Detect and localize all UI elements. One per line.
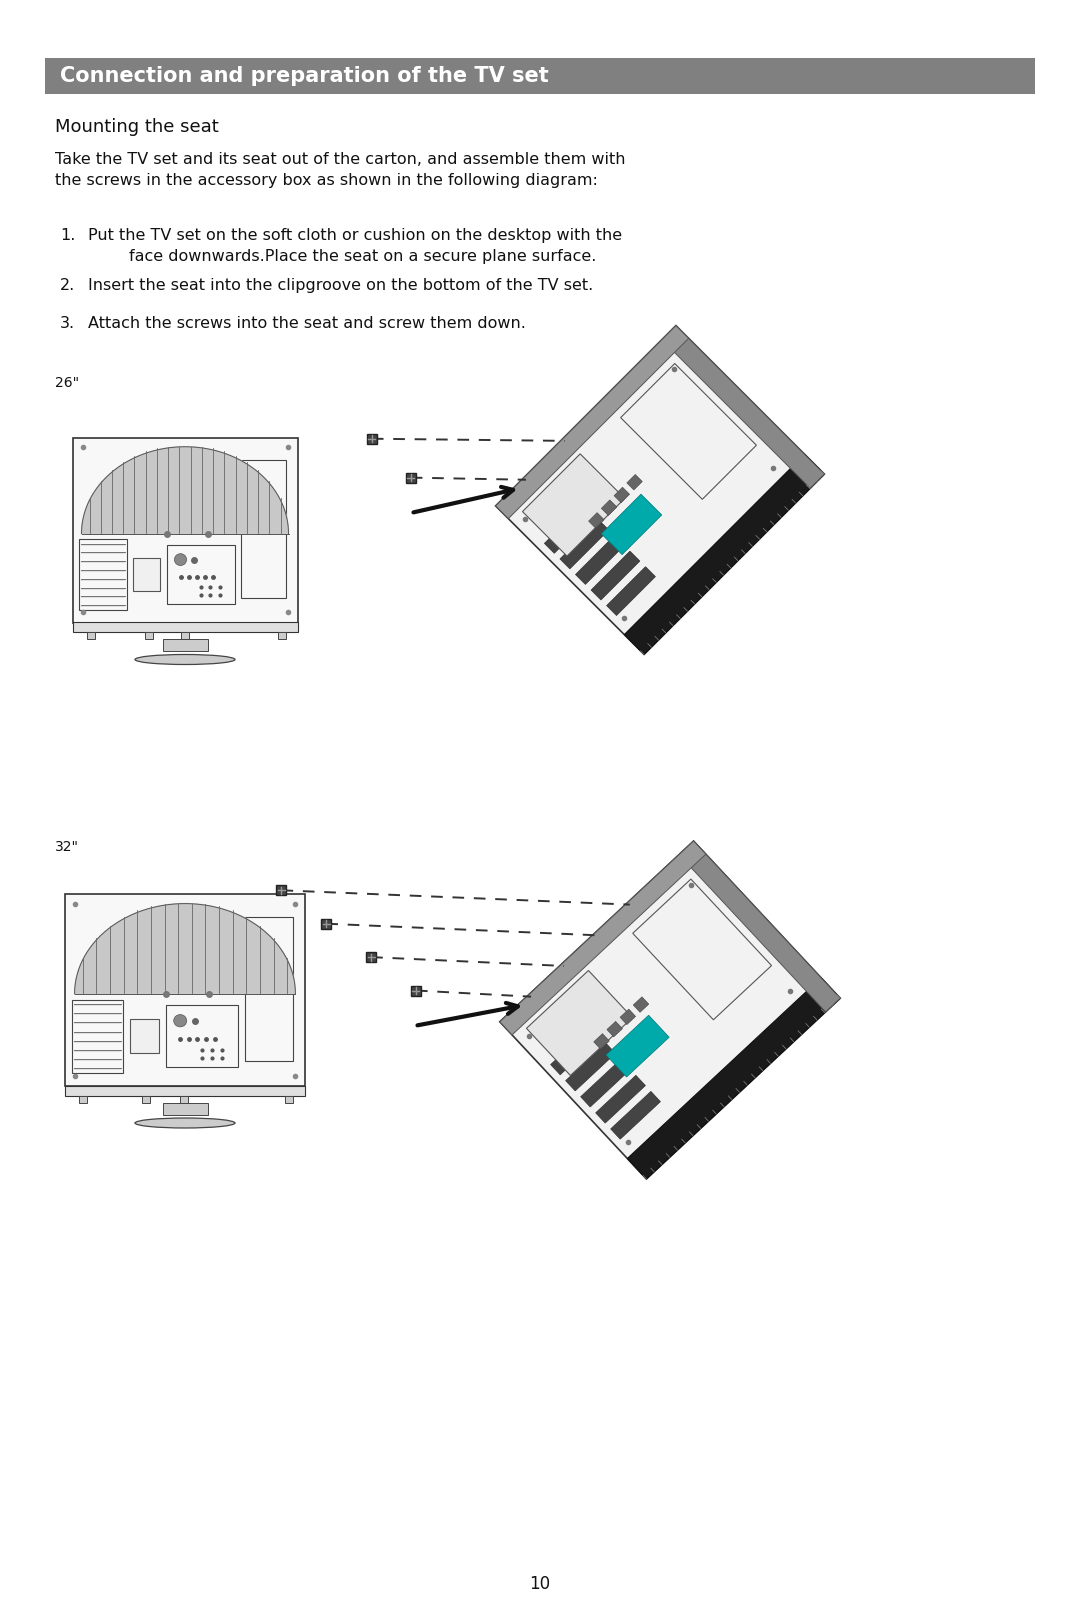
Bar: [180, 1096, 188, 1103]
Polygon shape: [566, 1043, 616, 1091]
Bar: [45, 58, 1035, 94]
Polygon shape: [544, 505, 593, 554]
Polygon shape: [626, 474, 643, 491]
Polygon shape: [500, 840, 840, 1179]
Text: Attach the screws into the seat and screw them down.: Attach the screws into the seat and scre…: [87, 316, 526, 330]
Bar: [130, 1018, 159, 1054]
Bar: [86, 633, 95, 640]
Text: 3.: 3.: [60, 316, 76, 330]
Bar: [162, 640, 207, 651]
Bar: [245, 916, 293, 1060]
Bar: [278, 633, 285, 640]
Bar: [166, 1005, 238, 1067]
Text: 10: 10: [529, 1575, 551, 1593]
Bar: [145, 633, 152, 640]
Text: 1.: 1.: [60, 228, 76, 243]
Bar: [167, 546, 234, 604]
Polygon shape: [602, 494, 662, 555]
Polygon shape: [526, 970, 633, 1075]
Polygon shape: [607, 567, 656, 615]
Bar: [162, 1103, 207, 1115]
Polygon shape: [627, 978, 840, 1179]
Polygon shape: [624, 455, 824, 654]
Polygon shape: [594, 1033, 609, 1049]
Bar: [72, 999, 123, 1072]
Bar: [141, 1096, 150, 1103]
Polygon shape: [662, 325, 824, 489]
Text: Put the TV set on the soft cloth or cushion on the desktop with the
        face: Put the TV set on the soft cloth or cush…: [87, 228, 622, 264]
Polygon shape: [589, 513, 604, 528]
Polygon shape: [602, 500, 617, 515]
Text: 32": 32": [55, 840, 79, 853]
Bar: [133, 559, 160, 591]
Polygon shape: [591, 550, 639, 601]
Polygon shape: [610, 1091, 661, 1140]
Bar: [65, 1086, 305, 1096]
Polygon shape: [615, 487, 630, 504]
Polygon shape: [75, 903, 296, 994]
Bar: [72, 622, 297, 633]
Bar: [79, 1096, 87, 1103]
Bar: [65, 894, 305, 1086]
Polygon shape: [500, 840, 706, 1035]
Polygon shape: [581, 1059, 631, 1107]
Polygon shape: [606, 1015, 670, 1077]
Polygon shape: [523, 453, 624, 555]
Text: Take the TV set and its seat out of the carton, and assemble them with
the screw: Take the TV set and its seat out of the …: [55, 152, 625, 188]
Bar: [79, 539, 126, 609]
Text: Connection and preparation of the TV set: Connection and preparation of the TV set: [60, 66, 549, 86]
Polygon shape: [496, 325, 689, 518]
Polygon shape: [620, 1009, 636, 1025]
Bar: [241, 460, 286, 599]
Bar: [72, 437, 297, 622]
Text: Insert the seat into the clipgroove on the bottom of the TV set.: Insert the seat into the clipgroove on t…: [87, 278, 593, 293]
Polygon shape: [679, 840, 840, 1012]
Polygon shape: [633, 997, 649, 1012]
Ellipse shape: [175, 554, 187, 565]
Polygon shape: [576, 536, 624, 584]
Polygon shape: [559, 520, 609, 568]
Ellipse shape: [174, 1015, 187, 1026]
Ellipse shape: [135, 1119, 235, 1128]
Text: 2.: 2.: [60, 278, 76, 293]
Polygon shape: [596, 1075, 646, 1124]
Text: Mounting the seat: Mounting the seat: [55, 118, 219, 136]
Polygon shape: [551, 1026, 600, 1075]
Polygon shape: [607, 1022, 622, 1036]
Text: 26": 26": [55, 376, 79, 390]
Polygon shape: [496, 325, 824, 654]
Ellipse shape: [135, 654, 235, 664]
Bar: [285, 1096, 293, 1103]
Bar: [180, 633, 189, 640]
Polygon shape: [81, 447, 288, 534]
